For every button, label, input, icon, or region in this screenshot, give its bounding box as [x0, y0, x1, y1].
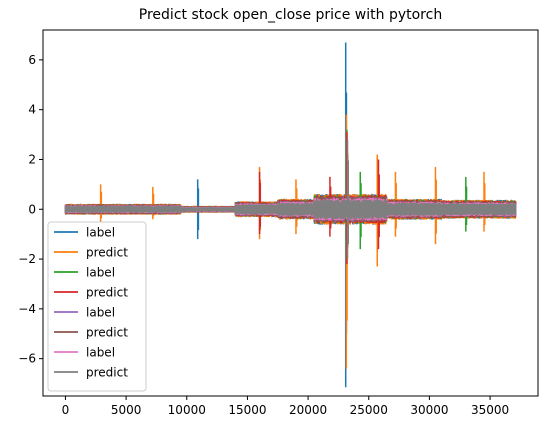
- x-tick-label: 30000: [410, 403, 448, 417]
- series-line-8: [64, 139, 517, 260]
- y-axis: −6 −4 −2 0 2 4 6: [18, 53, 43, 366]
- legend-label-4: predict: [86, 286, 128, 300]
- x-axis: 0 5000 10000 15000 20000 25000 30000 35000: [62, 396, 509, 417]
- chart-title: Predict stock open_close price with pyto…: [139, 7, 442, 23]
- legend-label-7: label: [86, 346, 115, 360]
- y-tick-label: 6: [28, 53, 36, 67]
- y-tick-label: 4: [28, 103, 36, 117]
- legend-label-1: label: [86, 226, 115, 240]
- y-tick-label: −4: [18, 302, 36, 316]
- y-tick-label: −6: [18, 352, 36, 366]
- legend-label-5: label: [86, 306, 115, 320]
- x-tick-label: 20000: [289, 403, 327, 417]
- legend-label-2: predict: [86, 246, 128, 260]
- y-tick-label: 2: [28, 152, 36, 166]
- legend-label-8: predict: [86, 366, 128, 380]
- x-tick-label: 0: [62, 403, 70, 417]
- legend-label-6: predict: [86, 326, 128, 340]
- legend: label predict label predict label predict labe…: [47, 221, 147, 392]
- series-layer: [64, 42, 517, 388]
- y-tick-label: −2: [18, 252, 36, 266]
- plot-area-frame: [42, 29, 539, 397]
- legend-box: [47, 221, 147, 392]
- x-tick-label: 15000: [228, 403, 266, 417]
- x-tick-label: 35000: [471, 403, 509, 417]
- y-tick-label: 0: [28, 202, 36, 216]
- legend-label-3: label: [86, 266, 115, 280]
- x-tick-label: 5000: [111, 403, 142, 417]
- x-tick-label: 25000: [350, 403, 388, 417]
- x-tick-label: 10000: [168, 403, 206, 417]
